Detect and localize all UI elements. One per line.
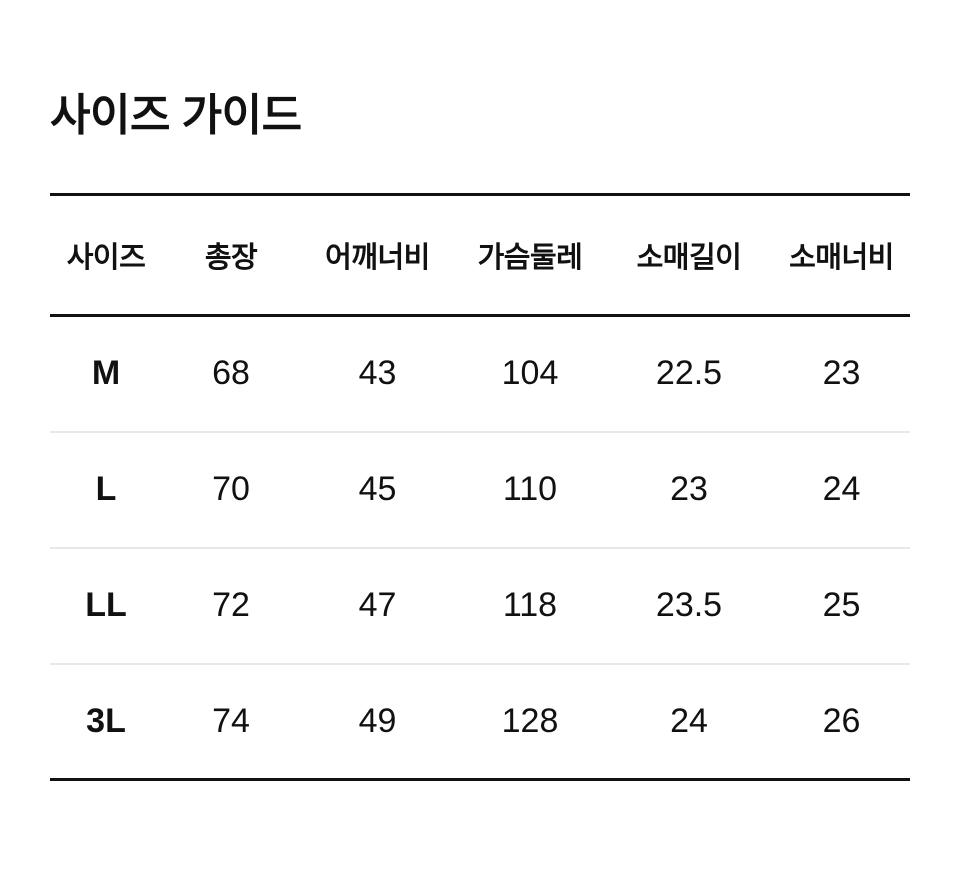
size-guide-table: 사이즈 총장 어깨너비 가슴둘레 소매길이 소매너비 M 68 43 104 2…: [50, 193, 910, 781]
value-cell: 43: [358, 354, 397, 393]
value-cell: 70: [212, 470, 250, 508]
value-cell: 23.5: [655, 586, 723, 624]
value-cell: 47: [358, 586, 397, 624]
value-cell: 22.5: [655, 354, 723, 393]
value-cell: 118: [502, 586, 558, 624]
value-cell: 110: [502, 470, 558, 508]
size-cell: M: [91, 354, 121, 393]
value-cell: 74: [212, 701, 250, 740]
table-row: 3L 74 49 128 24 26: [50, 663, 910, 780]
size-cell: LL: [85, 586, 127, 624]
value-cell: 68: [212, 354, 250, 393]
value-cell: 23: [822, 354, 861, 393]
table-row: L 70 45 110 23 24: [50, 431, 910, 548]
column-header-sleeve-width: 소매너비: [789, 242, 894, 274]
size-cell: 3L: [86, 701, 126, 740]
size-guide-section: 사이즈 가이드 사이즈 총장 어깨너비 가슴둘레 소매길이 소매너비: [50, 91, 910, 781]
column-header-size: 사이즈: [66, 242, 146, 274]
table-body: M 68 43 104 22.5 23 L 70 45 110 23 24 LL: [50, 316, 910, 780]
table-row: M 68 43 104 22.5 23: [50, 316, 910, 432]
value-cell: 49: [358, 701, 397, 740]
column-header-total-length: 총장: [204, 242, 258, 274]
page-title: 사이즈 가이드: [50, 91, 302, 140]
table-row: LL 72 47 118 23.5 25: [50, 547, 910, 664]
header-row: 사이즈 총장 어깨너비 가슴둘레 소매길이 소매너비: [50, 195, 910, 316]
value-cell: 25: [822, 586, 861, 624]
value-cell: 24: [670, 701, 708, 740]
value-cell: 45: [358, 470, 397, 508]
value-cell: 72: [212, 586, 250, 624]
value-cell: 104: [501, 354, 559, 393]
column-header-chest: 가슴둘레: [477, 242, 583, 274]
column-header-shoulder-width: 어깨너비: [325, 242, 430, 274]
value-cell: 23: [670, 470, 708, 508]
table-header: 사이즈 총장 어깨너비 가슴둘레 소매길이 소매너비: [50, 195, 910, 316]
value-cell: 24: [822, 470, 861, 508]
value-cell: 128: [501, 701, 559, 740]
value-cell: 26: [822, 701, 861, 740]
column-header-sleeve-length: 소매길이: [636, 242, 742, 274]
size-cell: L: [95, 470, 117, 508]
